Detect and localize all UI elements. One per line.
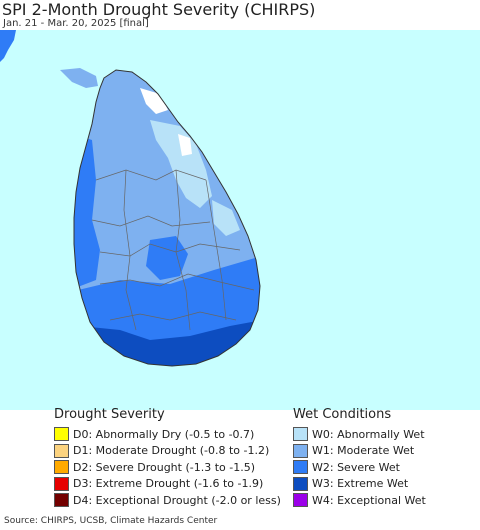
legend-label-w1: W1: Moderate Wet xyxy=(312,444,415,458)
zone-normal-east xyxy=(178,134,192,156)
legend-item-d2: D2: Severe Drought (-1.3 to -1.5) xyxy=(54,459,281,476)
india-coast xyxy=(0,30,16,62)
legend-label-d3: D3: Extreme Drought (-1.6 to -1.9) xyxy=(73,477,264,491)
legend-item-d4: D4: Exceptional Drought (-2.0 or less) xyxy=(54,492,281,509)
mannar-island xyxy=(60,68,98,88)
island-zones xyxy=(74,70,260,366)
legend-label-w3: W3: Extreme Wet xyxy=(312,477,409,491)
legend-swatch-w3 xyxy=(293,476,308,491)
legend-item-w4: W4: Exceptional Wet xyxy=(293,492,426,509)
zone-w2-south xyxy=(74,256,260,350)
drought-legend-heading: Drought Severity xyxy=(54,407,165,422)
legend-item-w2: W2: Severe Wet xyxy=(293,459,426,476)
legend-swatch-w0 xyxy=(293,427,308,442)
map-canvas xyxy=(0,30,480,410)
zone-w0-east-coast xyxy=(212,200,240,236)
map-title: SPI 2-Month Drought Severity (CHIRPS) xyxy=(2,0,316,19)
zone-w2-central xyxy=(146,236,188,280)
legend-label-d2: D2: Severe Drought (-1.3 to -1.5) xyxy=(73,460,256,474)
legend-swatch-w2 xyxy=(293,460,308,475)
legend-swatch-d2 xyxy=(54,460,69,475)
wet-legend-heading: Wet Conditions xyxy=(293,407,392,422)
legend-swatch-w4 xyxy=(293,493,308,508)
legend-swatch-d1 xyxy=(54,443,69,458)
legend-swatch-d4 xyxy=(54,493,69,508)
zone-w0-northeast xyxy=(150,120,212,208)
legend-item-d1: D1: Moderate Drought (-0.8 to -1.2) xyxy=(54,443,281,460)
legend-label-w4: W4: Exceptional Wet xyxy=(312,493,426,507)
legend-label-w2: W2: Severe Wet xyxy=(312,460,400,474)
drought-legend: Drought Severity D0: Abnormally Dry (-0.… xyxy=(54,407,281,509)
legend-item-w3: W3: Extreme Wet xyxy=(293,476,426,493)
legend-item-w1: W1: Moderate Wet xyxy=(293,443,426,460)
legend-item-d3: D3: Extreme Drought (-1.6 to -1.9) xyxy=(54,476,281,493)
legend-label-w0: W0: Abnormally Wet xyxy=(312,427,425,441)
legend-swatch-w1 xyxy=(293,443,308,458)
map-svg xyxy=(0,30,480,410)
wet-legend: Wet Conditions W0: Abnormally Wet W1: Mo… xyxy=(293,407,426,509)
legend-label-d4: D4: Exceptional Drought (-2.0 or less) xyxy=(73,493,281,507)
legend-label-d0: D0: Abnormally Dry (-0.5 to -0.7) xyxy=(73,427,255,441)
legend-swatch-d0 xyxy=(54,427,69,442)
legend-swatch-d3 xyxy=(54,476,69,491)
source-credit: Source: CHIRPS, UCSB, Climate Hazards Ce… xyxy=(4,516,218,526)
province-borders xyxy=(91,169,255,331)
zone-w2-west xyxy=(74,130,100,290)
legend-item-w0: W0: Abnormally Wet xyxy=(293,426,426,443)
legend-item-d0: D0: Abnormally Dry (-0.5 to -0.7) xyxy=(54,426,281,443)
zone-normal-north xyxy=(140,88,168,114)
map-subtitle: Jan. 21 - Mar. 20, 2025 [final] xyxy=(3,18,149,29)
legend-label-d1: D1: Moderate Drought (-0.8 to -1.2) xyxy=(73,444,270,458)
